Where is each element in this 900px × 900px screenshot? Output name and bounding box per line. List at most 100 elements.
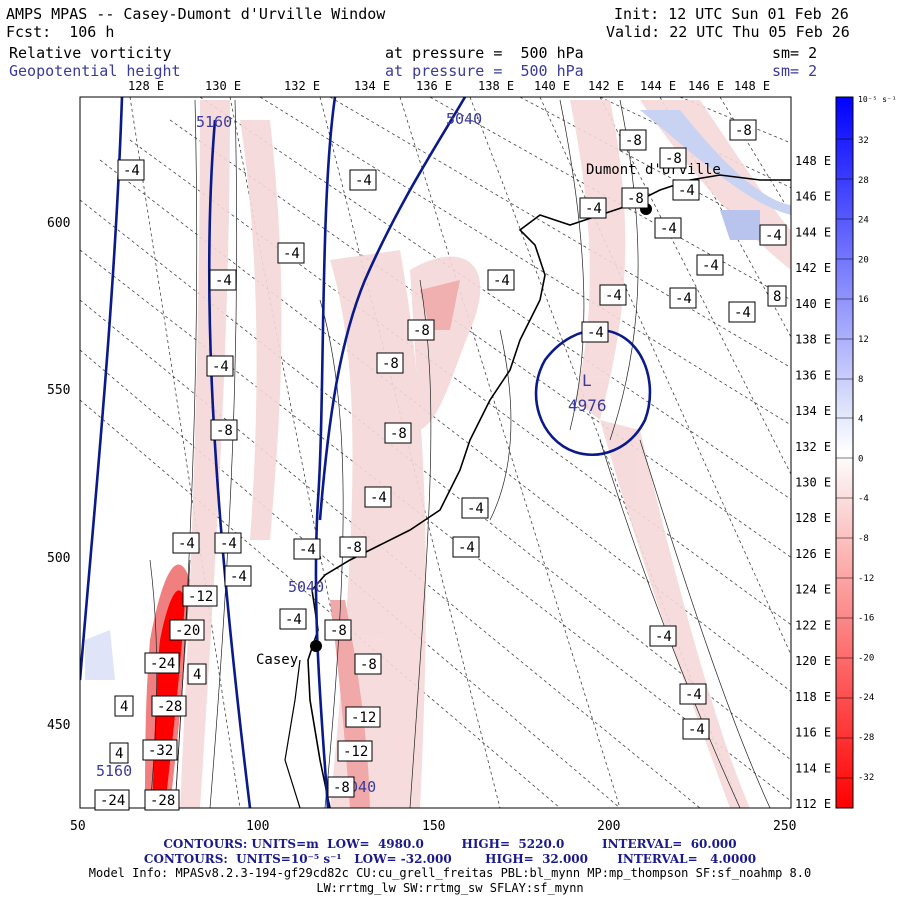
- vorticity-label-box: [728, 301, 756, 323]
- longitude-label: 146 E: [688, 79, 724, 93]
- vorticity-label-box: [729, 119, 757, 141]
- vorticity-label: -8: [407, 319, 435, 341]
- vorticity-label: -24: [144, 652, 180, 674]
- vorticity-label: -4: [172, 532, 200, 554]
- colorbar-ticks: [836, 138, 853, 779]
- vorticity-label-box: [279, 608, 307, 630]
- vorticity-label-text: -4: [765, 228, 782, 244]
- vorticity-label-box: [144, 789, 180, 811]
- colorbar-label: -4: [858, 494, 869, 504]
- top-longitude-labels: 128 E 130 E 132 E 134 E 136 E 138 E 140 E 142 E…: [128, 79, 770, 93]
- longitude-label: 114 E: [795, 761, 831, 775]
- vorticity-label-box: [654, 217, 682, 239]
- longitude-label: 140 E: [795, 297, 831, 311]
- vorticity-label-text: -4: [493, 273, 510, 289]
- low-value: 4976: [568, 396, 607, 415]
- longitude-label: 138 E: [478, 79, 514, 93]
- vorticity-label-box: [599, 284, 627, 306]
- plot-title: AMPS MPAS -- Casey-Dumont d'Urville Wind…: [6, 5, 386, 23]
- vorticity-label: -8: [659, 147, 687, 169]
- field2-name: Geopotential height: [9, 62, 181, 80]
- longitude-label: 130 E: [205, 79, 241, 93]
- longitude-label: 126 E: [795, 547, 831, 561]
- field1-pressure: at pressure = 500 hPa: [385, 44, 584, 62]
- vorticity-label-box: [117, 159, 145, 181]
- vorticity-label: -12: [345, 706, 381, 728]
- vorticity-label-box: [384, 422, 412, 444]
- vorticity-label-text: -4: [734, 305, 751, 321]
- longitude-label: 144 E: [795, 225, 831, 239]
- longitude-label: 142 E: [795, 261, 831, 275]
- vorticity-label: -8: [210, 419, 238, 441]
- longitude-label: 124 E: [795, 583, 831, 597]
- longitude-label: 146 E: [795, 190, 831, 204]
- colorbar-label: -12: [858, 574, 874, 584]
- vorticity-label-box: [142, 739, 178, 761]
- vorticity-label-text: -32: [148, 743, 173, 759]
- x-tick-label: 100: [246, 819, 269, 834]
- vorticity-label-text: -8: [627, 191, 644, 207]
- vorticity-label: -20: [169, 619, 205, 641]
- vorticity-label-text: -8: [413, 323, 430, 339]
- vorticity-label: -4: [214, 532, 242, 554]
- vorticity-label: -4: [728, 301, 756, 323]
- vorticity-label-box: [682, 718, 710, 740]
- height-label: 5160: [196, 113, 232, 131]
- vorticity-label-text: -8: [333, 780, 350, 796]
- vorticity-label-box: [659, 147, 687, 169]
- vorticity-label: -28: [151, 695, 187, 717]
- vorticity-label-text: -8: [735, 123, 752, 139]
- vorticity-label-text: -4: [212, 359, 229, 375]
- y-tick-label: 550: [47, 383, 70, 398]
- field2-smoothing: sm= 2: [772, 62, 818, 80]
- longitude-label: 132 E: [284, 79, 320, 93]
- vorticity-label-text: -4: [675, 291, 692, 307]
- vorticity-label-box: [206, 355, 234, 377]
- vorticity-label: -8: [324, 619, 352, 641]
- vorticity-label: 4: [109, 742, 129, 764]
- casey-label: Casey: [256, 652, 298, 668]
- vorticity-label-text: -8: [216, 423, 233, 439]
- vorticity-label-text: -4: [285, 612, 302, 628]
- vorticity-label-box: [209, 269, 237, 291]
- vorticity-label: -4: [452, 536, 480, 558]
- low-symbol: L: [582, 371, 592, 390]
- longitude-label: 134 E: [354, 79, 390, 93]
- vorticity-label-text: -4: [655, 629, 672, 645]
- vorticity-label-text: -4: [283, 246, 300, 262]
- vorticity-label-box: [339, 536, 367, 558]
- vorticity-label-text: -28: [157, 699, 182, 715]
- vorticity-label-text: -4: [220, 536, 237, 552]
- vorticity-label-box: [327, 776, 355, 798]
- vorticity-label-box: [182, 585, 218, 607]
- longitude-label: 128 E: [795, 511, 831, 525]
- colorbar-label: 20: [858, 255, 869, 265]
- dumont-label: Dumont d'Urville: [586, 162, 721, 178]
- vorticity-label-box: [376, 352, 404, 374]
- vorticity-label-text: 4: [193, 667, 201, 683]
- vorticity-label-box: [109, 742, 129, 764]
- colorbar-label: -32: [858, 773, 874, 783]
- vorticity-label: -4: [209, 269, 237, 291]
- vorticity-label-box: [619, 129, 647, 151]
- vorticity-label: -4: [117, 159, 145, 181]
- x-tick-label: 200: [597, 819, 620, 834]
- vorticity-label-text: -4: [702, 258, 719, 274]
- vorticity-label: -8: [376, 352, 404, 374]
- vorticity-label-box: [669, 287, 697, 309]
- height-label: 5040: [446, 110, 482, 128]
- field1-name: Relative vorticity: [9, 44, 172, 62]
- longitude-label: 134 E: [795, 404, 831, 418]
- vorticity-label-text: -4: [123, 163, 140, 179]
- colorbar-label: -16: [858, 614, 874, 624]
- vorticity-label-text: -24: [150, 656, 175, 672]
- vorticity-label-box: [621, 187, 649, 209]
- coastline-inland: [284, 659, 301, 808]
- vorticity-label-box: [151, 695, 187, 717]
- vorticity-label-box: [94, 789, 130, 811]
- vorticity-label-box: [144, 652, 180, 674]
- longitude-label: 140 E: [534, 79, 570, 93]
- vorticity-label-box: [407, 319, 435, 341]
- colorbar-label: 16: [858, 295, 869, 305]
- vorticity-label: -8: [354, 653, 382, 675]
